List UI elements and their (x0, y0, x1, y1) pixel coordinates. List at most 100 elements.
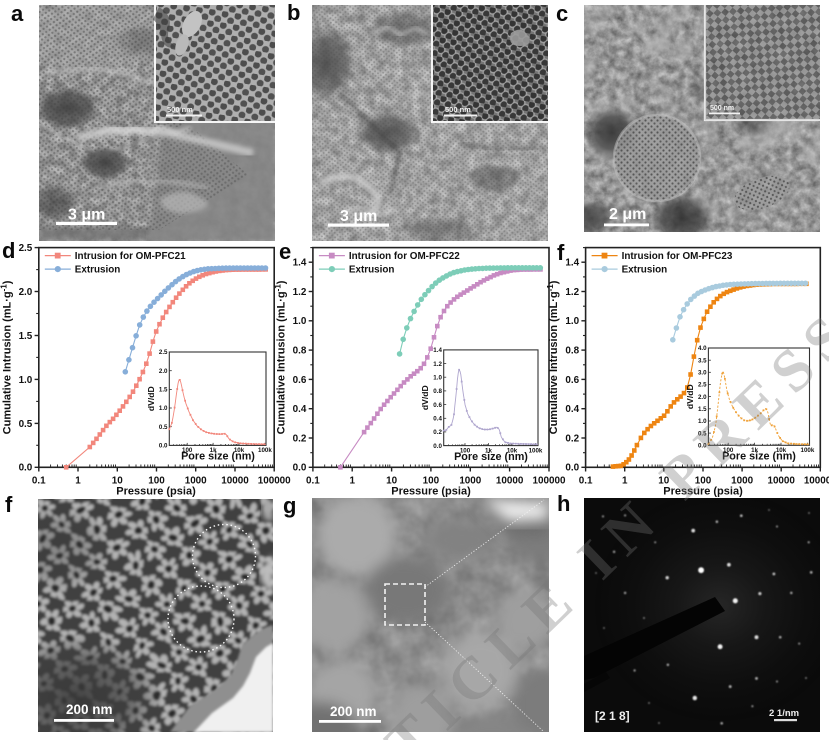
svg-text:Cumulative Intrusion (mL·g-1): Cumulative Intrusion (mL·g-1) (0, 280, 13, 434)
svg-text:Pore size (nm): Pore size (nm) (181, 451, 255, 463)
svg-text:1: 1 (75, 476, 81, 487)
svg-text:10000: 10000 (496, 476, 524, 487)
svg-text:3 μm: 3 μm (68, 207, 105, 224)
svg-text:1: 1 (622, 476, 628, 487)
svg-text:10: 10 (658, 476, 669, 487)
svg-text:Extrusion: Extrusion (622, 265, 668, 276)
svg-text:0.2: 0.2 (433, 429, 442, 436)
svg-text:0.1: 0.1 (579, 476, 593, 487)
svg-text:500 nm: 500 nm (167, 105, 193, 114)
svg-text:2.0: 2.0 (159, 368, 168, 375)
svg-text:1.5: 1.5 (698, 406, 707, 413)
svg-text:Pressure (psia): Pressure (psia) (391, 486, 471, 498)
svg-text:1.4: 1.4 (293, 258, 307, 269)
svg-text:10k: 10k (507, 447, 518, 454)
svg-text:500 nm: 500 nm (710, 105, 734, 112)
svg-text:100: 100 (182, 447, 193, 454)
svg-text:3.5: 3.5 (698, 357, 707, 364)
svg-text:Pore size (nm): Pore size (nm) (722, 451, 796, 463)
svg-text:10k: 10k (234, 447, 245, 454)
svg-text:100000: 100000 (533, 476, 566, 487)
svg-text:0.1: 0.1 (306, 476, 320, 487)
svg-text:1000: 1000 (185, 476, 207, 487)
svg-text:2.5: 2.5 (159, 349, 168, 356)
svg-text:10k: 10k (776, 447, 787, 454)
svg-text:0.2: 0.2 (565, 433, 579, 444)
svg-text:10: 10 (386, 476, 397, 487)
svg-text:1.0: 1.0 (293, 316, 307, 327)
svg-text:1.2: 1.2 (433, 361, 442, 368)
svg-text:10000: 10000 (221, 476, 249, 487)
svg-text:100k: 100k (258, 447, 272, 454)
svg-text:2.0: 2.0 (19, 287, 33, 298)
svg-text:0.0: 0.0 (159, 443, 168, 450)
svg-text:1.0: 1.0 (433, 374, 442, 381)
svg-text:100k: 100k (801, 447, 815, 454)
svg-text:0.6: 0.6 (433, 402, 442, 409)
svg-text:0.0: 0.0 (433, 443, 442, 450)
svg-text:0.5: 0.5 (698, 430, 707, 437)
svg-text:0.4: 0.4 (433, 416, 442, 423)
svg-text:0.0: 0.0 (293, 463, 307, 474)
svg-text:100: 100 (695, 476, 712, 487)
svg-text:100k: 100k (529, 447, 543, 454)
svg-text:500 nm: 500 nm (445, 105, 471, 114)
svg-text:1.0: 1.0 (698, 418, 707, 425)
svg-text:1.5: 1.5 (159, 387, 168, 394)
svg-text:100: 100 (723, 447, 734, 454)
svg-text:Extrusion: Extrusion (75, 265, 121, 276)
svg-text:1000: 1000 (731, 476, 753, 487)
svg-text:0.5: 0.5 (159, 424, 168, 431)
svg-text:0.4: 0.4 (293, 404, 307, 415)
svg-text:Cumulative Intrusion (mL·g-1): Cumulative Intrusion (mL·g-1) (546, 280, 561, 434)
svg-text:Extrusion: Extrusion (349, 265, 395, 276)
svg-text:1.4: 1.4 (433, 347, 442, 354)
svg-text:3 μm: 3 μm (340, 208, 377, 225)
svg-text:1.2: 1.2 (565, 287, 579, 298)
svg-text:0.5: 0.5 (19, 419, 33, 430)
svg-text:0.8: 0.8 (433, 388, 442, 395)
svg-text:1k: 1k (485, 447, 492, 454)
svg-text:0.0: 0.0 (698, 443, 707, 450)
svg-text:0.6: 0.6 (293, 375, 307, 386)
svg-text:0.8: 0.8 (565, 346, 579, 357)
svg-text:Intrusion for OM-PFC22: Intrusion for OM-PFC22 (349, 251, 460, 262)
svg-text:10: 10 (112, 476, 123, 487)
svg-text:3.0: 3.0 (698, 370, 707, 377)
svg-text:100: 100 (460, 447, 471, 454)
svg-text:Cumulative Intrusion (mL·g-1): Cumulative Intrusion (mL·g-1) (273, 280, 288, 434)
svg-text:2.0: 2.0 (698, 394, 707, 401)
svg-text:1k: 1k (210, 447, 217, 454)
svg-text:100000: 100000 (258, 476, 291, 487)
svg-text:1.5: 1.5 (19, 331, 33, 342)
svg-text:2.5: 2.5 (19, 243, 33, 254)
svg-text:2 μm: 2 μm (609, 206, 646, 223)
svg-text:Intrusion for OM-PFC23: Intrusion for OM-PFC23 (622, 251, 733, 262)
svg-text:200 nm: 200 nm (66, 702, 113, 717)
svg-text:1.2: 1.2 (293, 287, 307, 298)
svg-text:200 nm: 200 nm (330, 704, 377, 719)
svg-text:2 1/nm: 2 1/nm (769, 708, 799, 719)
svg-text:0.0: 0.0 (19, 463, 33, 474)
svg-text:100: 100 (423, 476, 440, 487)
svg-text:10000: 10000 (767, 476, 795, 487)
svg-text:1k: 1k (751, 447, 758, 454)
svg-text:0.1: 0.1 (32, 476, 46, 487)
svg-text:dV/dD: dV/dD (146, 386, 156, 411)
svg-text:1.0: 1.0 (159, 405, 168, 412)
svg-text:dV/dD: dV/dD (420, 385, 430, 410)
svg-text:100: 100 (148, 476, 165, 487)
svg-text:1000: 1000 (459, 476, 481, 487)
svg-text:0.4: 0.4 (565, 404, 579, 415)
svg-text:Pressure (psia): Pressure (psia) (663, 486, 743, 498)
svg-text:[2 1 8]: [2 1 8] (595, 709, 630, 723)
svg-text:4.0: 4.0 (698, 345, 707, 352)
svg-text:1.0: 1.0 (565, 316, 579, 327)
svg-text:dV/dD: dV/dD (685, 384, 695, 409)
svg-text:Intrusion for OM-PFC21: Intrusion for OM-PFC21 (75, 251, 186, 262)
svg-text:100000: 100000 (804, 476, 829, 487)
svg-text:0.8: 0.8 (293, 346, 307, 357)
svg-text:1: 1 (349, 476, 355, 487)
svg-text:Pressure (psia): Pressure (psia) (116, 486, 196, 498)
svg-text:Pore size (nm): Pore size (nm) (454, 451, 528, 463)
